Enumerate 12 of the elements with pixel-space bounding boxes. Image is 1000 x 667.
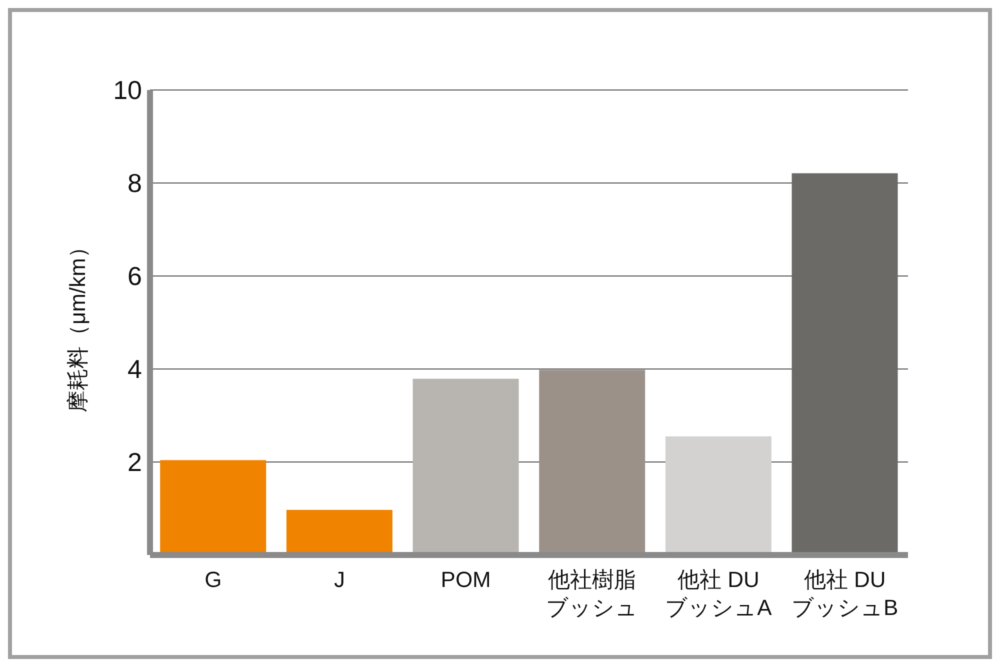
y-tick-label: 8 [128,168,142,198]
x-tick-label: 他社 DU ブッシュB [791,567,898,620]
x-tick-label: POM [440,567,491,592]
y-tick-label: 10 [113,75,142,106]
x-tick-label: 他社 DU ブッシュA [665,567,772,620]
y-axis-title: 摩耗料（μm/km） [64,236,90,412]
x-tick-label: G [204,567,222,592]
y-tick-label: 6 [128,261,142,292]
y-tick-label: 4 [128,354,142,384]
x-tick-label: J [334,567,345,592]
x-tick-label: 他社樹脂ブッシュ [546,567,638,620]
y-tick-label: 2 [128,447,142,478]
